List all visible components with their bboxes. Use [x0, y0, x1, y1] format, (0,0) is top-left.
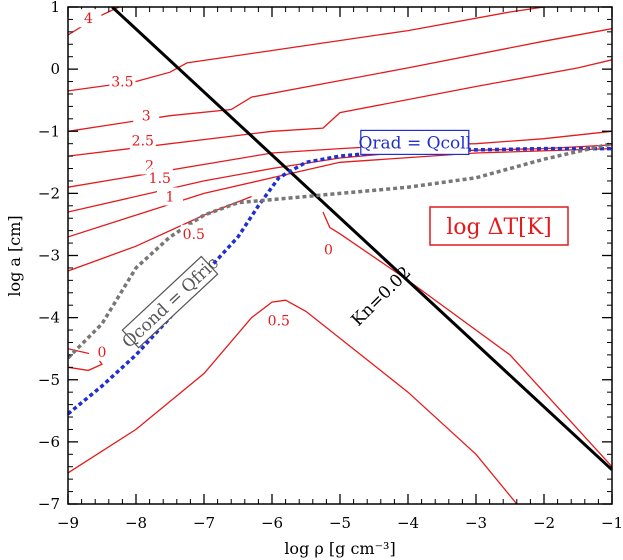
- contour-label: 3.5: [111, 75, 133, 91]
- x-axis-title: log ρ [g cm⁻³]: [284, 539, 395, 558]
- series-line-2: [68, 141, 612, 360]
- contour-label-bg: [157, 187, 183, 206]
- contour-label: 3: [142, 109, 151, 125]
- y-tick-label: −1: [38, 122, 60, 140]
- annotation-2: Qcond = Qfric: [119, 253, 223, 352]
- annotation-text: Kn=0.02: [348, 263, 416, 331]
- y-tick-label: −6: [38, 433, 60, 451]
- contour-label-bg: [109, 72, 136, 91]
- y-tick-label: 1: [50, 0, 60, 16]
- y-tick-label: −4: [38, 309, 60, 327]
- contour-label-bg: [133, 106, 160, 125]
- contour-label-bg: [75, 9, 102, 28]
- axis-ticks: −9 −8 −7 −6 −5 −4 −3 −2 −1 1 0 −1 −2 −3 −4 −5 −6 −7: [38, 0, 623, 532]
- contour-line-6: [68, 147, 612, 238]
- y-axis-title: log a [cm]: [5, 215, 24, 296]
- contour-label: 2: [145, 158, 154, 174]
- x-tick-label: −6: [261, 514, 283, 532]
- annotation-text: Qrad = Qcoll: [358, 133, 471, 153]
- contour-label-bg: [265, 311, 292, 330]
- y-tick-label: −3: [38, 247, 60, 265]
- y-tick-label: −7: [38, 495, 60, 513]
- y-tick-label: −5: [38, 371, 60, 389]
- contour-line-8: [322, 211, 612, 468]
- contour-line-9: [68, 299, 518, 504]
- contour-label: 0.5: [268, 314, 290, 330]
- contour-line-10: [68, 348, 103, 372]
- annotation-box: [360, 129, 470, 155]
- contour-label: 0.5: [183, 227, 205, 243]
- annotation-box: [121, 255, 219, 349]
- y-tick-label: −2: [38, 184, 60, 202]
- contour-label: 0: [324, 242, 333, 258]
- series-line-0: [111, 7, 612, 471]
- contour-label: 4: [84, 11, 93, 27]
- contour-label-bg: [146, 168, 173, 187]
- x-tick-label: −1: [601, 514, 623, 532]
- contour-line-2: [68, 28, 612, 132]
- legend-text: log ΔT[K]: [446, 215, 552, 240]
- legend-frame: [429, 206, 569, 246]
- x-tick-label: −2: [533, 514, 555, 532]
- x-tick-label: −3: [465, 514, 487, 532]
- legend-box: log ΔT[K]: [429, 206, 569, 246]
- y-tick-label: 0: [50, 60, 60, 78]
- contour-label-bg: [180, 224, 207, 243]
- contour-label: 1.5: [149, 171, 171, 187]
- contour-line-1: [68, 7, 545, 92]
- contour-label-bg: [129, 131, 156, 150]
- annotation-0: Kn=0.02: [348, 263, 416, 331]
- contour-label: 2.5: [132, 134, 154, 150]
- x-tick-label: −9: [57, 514, 79, 532]
- x-tick-label: −8: [125, 514, 147, 532]
- x-tick-label: −4: [397, 514, 419, 532]
- x-tick-label: −5: [329, 514, 351, 532]
- contour-label-bg: [89, 342, 115, 361]
- annotation-1: Qrad = Qcoll: [358, 129, 471, 155]
- contour-line-3: [68, 59, 612, 157]
- contour-label-bg: [315, 240, 342, 259]
- contour-label: 0: [98, 345, 107, 361]
- x-tick-label: −7: [193, 514, 215, 532]
- contour-label: 1: [166, 189, 175, 205]
- series-line-1: [68, 146, 612, 416]
